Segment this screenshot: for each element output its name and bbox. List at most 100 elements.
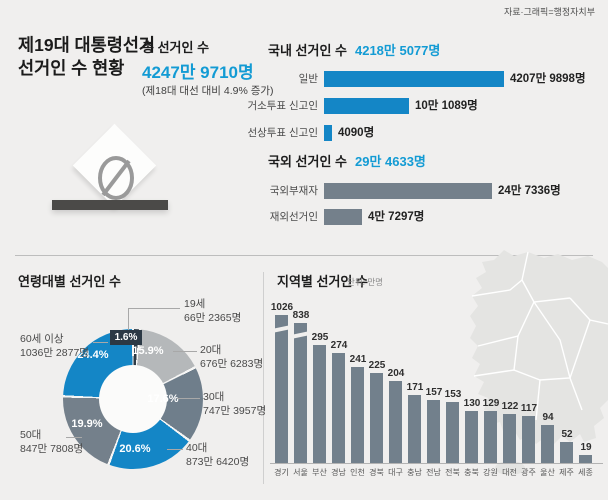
region-label: 대구 (388, 468, 403, 477)
bar-label-general: 일반 (298, 73, 318, 85)
region-label: 세종 (578, 468, 593, 477)
region-value: 153 (444, 389, 462, 400)
region-value: 1026 (270, 302, 294, 313)
region-value: 241 (349, 354, 367, 365)
donut-pct-60s: 24.4% (77, 349, 109, 361)
region-bar-광주 (522, 416, 535, 463)
bar-value-ship-voting: 4090명 (338, 127, 375, 139)
leader-line-60s (93, 342, 108, 343)
region-value: 19 (580, 442, 592, 453)
donut-hole (99, 365, 167, 433)
region-label: 경기 (274, 468, 289, 477)
age-label-30s: 30대 747만 3957명 (203, 391, 267, 417)
source-credit: 자료·그래픽=행정자치부 (503, 7, 595, 17)
bar-label-home-voting: 거소투표 신고인 (247, 100, 318, 112)
region-bar-경기 (271, 315, 292, 463)
region-bar-인천 (351, 367, 364, 463)
region-label: 대전 (502, 468, 517, 477)
region-label: 경북 (369, 468, 384, 477)
leader-line-19 (128, 308, 180, 309)
leader-line-20s (173, 351, 197, 352)
region-bar-부산 (313, 345, 326, 463)
region-bar-세종 (579, 455, 592, 463)
region-value: 117 (520, 403, 538, 414)
age-section-title: 연령대별 선거인 수 (18, 274, 121, 289)
bar-value-expat-voters: 4만 7297명 (368, 211, 425, 223)
region-label: 제주 (559, 468, 574, 477)
region-label: 전북 (445, 468, 460, 477)
bar-label-expat-voters: 재외선거인 (269, 211, 318, 223)
region-value: 204 (387, 368, 405, 379)
age-label-20s: 20대 676만 6283명 (200, 344, 264, 370)
region-value: 52 (561, 429, 573, 440)
leader-line-40s (167, 449, 183, 450)
bar-ship-voting (324, 125, 332, 141)
total-voters-label: 총 선거인 수 (142, 40, 210, 55)
age-label-50s: 50대 847만 7808명 (20, 429, 84, 455)
bar-break-mark (271, 325, 292, 333)
age-label-60s: 60세 이상 1036만 2877명 (20, 333, 89, 359)
region-label: 광주 (521, 468, 536, 477)
overseas-section-header: 국외 선거인 수 29만 4633명 (268, 151, 426, 170)
region-label: 서울 (293, 468, 308, 477)
region-value: 225 (368, 360, 386, 371)
domestic-total: 4218만 5077명 (354, 43, 441, 58)
region-value: 274 (330, 340, 348, 351)
page-title-line1: 제19대 대통령선거 (18, 35, 156, 55)
region-value: 171 (406, 382, 424, 393)
bar-value-overseas-absentee: 24만 7336명 (498, 185, 561, 197)
domestic-section-header: 국내 선거인 수 4218만 5077명 (268, 40, 440, 59)
domestic-title: 국내 선거인 수 (268, 43, 347, 58)
age-label-19: 19세 66만 2365명 (184, 298, 242, 324)
region-bar-제주 (560, 442, 573, 463)
leader-line-30s (177, 398, 200, 399)
overseas-title: 국외 선거인 수 (268, 154, 347, 169)
bar-label-ship-voting: 선상투표 신고인 (247, 127, 318, 139)
region-bar-전남 (427, 400, 440, 463)
ballot-stamp-icon (98, 156, 134, 200)
region-label: 충북 (464, 468, 479, 477)
region-bar-충북 (465, 411, 478, 463)
donut-pct-40s: 20.6% (119, 443, 151, 455)
page-title: 제19대 대통령선거 선거인 수 현황 (18, 34, 155, 80)
region-bar-대전 (503, 414, 516, 463)
region-label: 울산 (540, 468, 555, 477)
horizontal-divider (15, 255, 593, 256)
donut-pct-30s: 17.6% (147, 393, 179, 405)
donut-pct-50s: 19.9% (71, 418, 103, 430)
region-section-title: 지역별 선거인 수 (277, 274, 368, 289)
region-label: 인천 (350, 468, 365, 477)
region-value: 157 (425, 387, 443, 398)
overseas-total: 29만 4633명 (354, 154, 426, 169)
age-label-40s: 40대 873만 6420명 (186, 442, 250, 468)
leader-line-19-v (128, 308, 129, 331)
ballot-box-slot (52, 200, 168, 210)
region-axis-line (270, 463, 603, 464)
bar-general (324, 71, 504, 87)
bar-value-general: 4207만 9898명 (510, 73, 586, 85)
region-bar-경남 (332, 353, 345, 463)
page-title-line2: 선거인 수 현황 (18, 58, 125, 78)
region-unit-label: 단위: 만명 (347, 277, 384, 287)
region-label: 부산 (312, 468, 327, 477)
donut-pct-20s: 15.9% (132, 345, 164, 357)
region-bar-충남 (408, 395, 421, 463)
vertical-divider (263, 272, 264, 484)
region-bar-경북 (370, 373, 383, 463)
region-value: 295 (311, 332, 329, 343)
region-value: 130 (463, 398, 481, 409)
region-value: 94 (542, 412, 554, 423)
bar-home-voting (324, 98, 409, 114)
total-voters-value: 4247만 9710명 (142, 63, 254, 82)
region-bar-강원 (484, 411, 497, 463)
bar-label-overseas-absentee: 국외부재자 (269, 185, 318, 197)
bar-expat-voters (324, 209, 362, 225)
region-label: 경남 (331, 468, 346, 477)
region-label: 충남 (407, 468, 422, 477)
region-bar-울산 (541, 425, 554, 463)
bar-overseas-absentee (324, 183, 492, 199)
donut-pct-19: 1.6% (110, 330, 142, 345)
bar-value-home-voting: 10만 1089명 (415, 100, 478, 112)
leader-line-50s (66, 437, 82, 438)
